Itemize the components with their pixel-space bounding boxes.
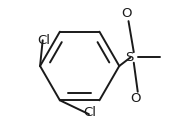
Text: S: S [125,51,133,64]
Text: O: O [130,93,141,105]
Text: Cl: Cl [84,107,97,119]
Text: Cl: Cl [37,34,50,47]
Text: O: O [121,7,132,20]
